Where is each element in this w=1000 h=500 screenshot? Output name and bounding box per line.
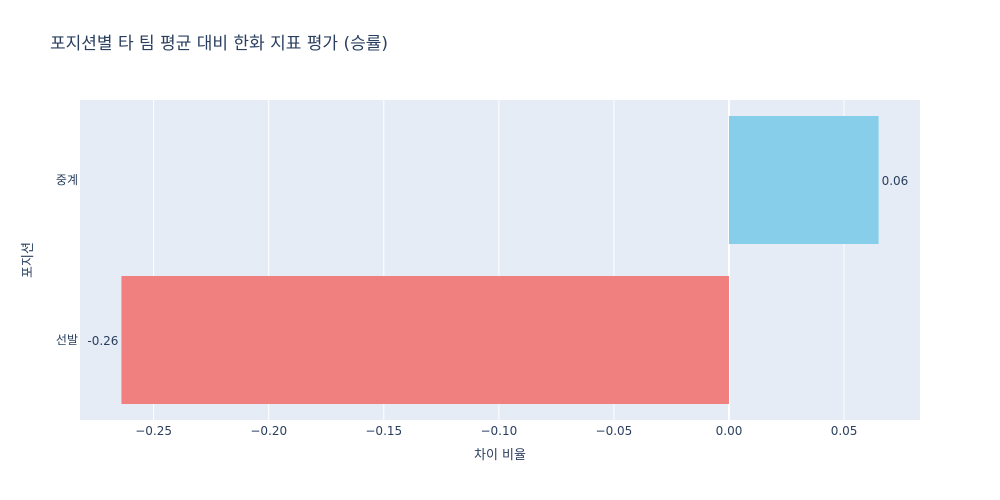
y-tick-label: 선발 (56, 333, 78, 347)
x-tick-label: −0.15 (365, 424, 402, 438)
y-axis-ticks: 선발 중계 (56, 173, 78, 347)
x-tick-label: 0.05 (831, 424, 858, 438)
y-tick-label: 중계 (56, 173, 78, 187)
data-label: 0.06 (882, 174, 909, 188)
x-tick-label: −0.10 (480, 424, 517, 438)
x-tick-label: −0.20 (250, 424, 287, 438)
x-axis-title: 차이 비율 (474, 448, 526, 463)
x-tick-label: −0.25 (135, 424, 172, 438)
chart-title: 포지션별 타 팀 평균 대비 한화 지표 평가 (승률) (50, 34, 388, 54)
bar (121, 276, 729, 404)
x-tick-label: −0.05 (596, 424, 633, 438)
x-tick-label: 0.00 (716, 424, 743, 438)
y-axis-title: 포지션 (21, 242, 36, 278)
bar (729, 116, 879, 244)
data-label: -0.26 (87, 334, 118, 348)
x-axis-ticks: −0.25 −0.20 −0.15 −0.10 −0.05 0.00 0.05 (135, 424, 857, 438)
